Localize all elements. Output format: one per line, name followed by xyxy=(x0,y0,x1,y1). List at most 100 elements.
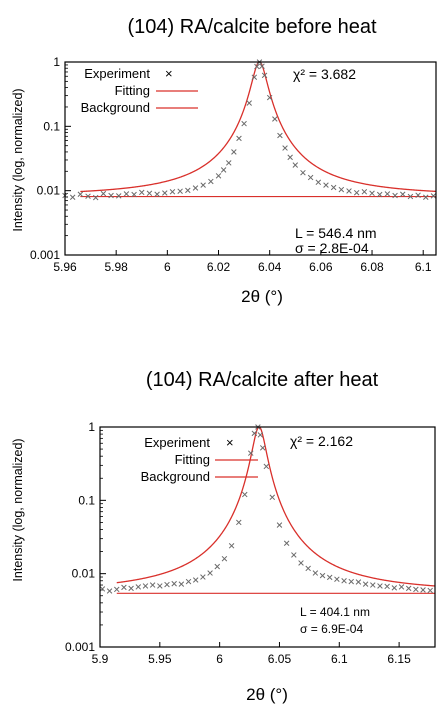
data-point-experiment xyxy=(241,120,247,127)
data-point-experiment xyxy=(291,552,297,558)
data-point-experiment xyxy=(200,182,206,188)
data-point-experiment xyxy=(236,519,242,526)
data-point-experiment xyxy=(92,194,99,201)
data-point-experiment xyxy=(149,582,156,588)
x-axis-label: 2θ (°) xyxy=(246,685,288,704)
series-fitting-line xyxy=(80,61,437,193)
data-point-experiment xyxy=(355,579,362,585)
chart-panel-before-heat: (104) RA/calcite before heat Intensity (… xyxy=(11,16,437,306)
legend-label-experiment: Experiment xyxy=(84,66,150,81)
data-point-experiment xyxy=(334,576,340,582)
data-point-experiment xyxy=(346,188,352,194)
x-tick-label: 6.04 xyxy=(258,260,282,274)
sigma-annotation: σ = 2.8E-04 xyxy=(295,240,369,256)
data-point-experiment xyxy=(131,191,137,198)
data-point-experiment xyxy=(269,494,276,501)
y-axis-label: Intensity (log, normalized) xyxy=(11,88,25,231)
data-point-experiment xyxy=(214,563,221,570)
x-tick-label: 5.95 xyxy=(148,652,172,666)
data-point-experiment xyxy=(100,190,107,197)
x-tick-label: 6.02 xyxy=(207,260,231,274)
legend-label-background: Background xyxy=(141,469,210,484)
y-axis-label: Intensity (log, normalized) xyxy=(11,438,25,581)
plot-frame xyxy=(99,426,436,648)
x-tick-label: 6.06 xyxy=(309,260,333,274)
data-point-experiment xyxy=(259,445,266,451)
x-tick-label: 6.15 xyxy=(387,652,411,666)
data-point-experiment xyxy=(423,194,429,201)
y-tick-label: 0.01 xyxy=(72,567,96,581)
data-point-experiment xyxy=(361,189,368,195)
data-point-experiment xyxy=(106,588,113,594)
data-point-experiment xyxy=(251,430,258,437)
data-point-experiment xyxy=(415,192,421,198)
data-point-experiment xyxy=(405,585,412,592)
crystallite-size-annotation: L = 404.1 nm xyxy=(300,605,370,619)
data-point-experiment xyxy=(283,540,290,546)
data-point-experiment xyxy=(228,543,235,549)
data-point-experiment xyxy=(257,432,264,438)
data-point-experiment xyxy=(413,586,419,593)
data-point-experiment xyxy=(276,522,283,528)
series-fitting-line xyxy=(116,426,436,587)
legend-marker-experiment: × xyxy=(165,66,173,81)
x-tick-label: 6.05 xyxy=(268,652,292,666)
data-point-experiment xyxy=(307,174,314,181)
data-point-experiment xyxy=(300,169,306,176)
x-tick-label: 5.9 xyxy=(92,652,109,666)
data-point-experiment xyxy=(282,145,288,151)
data-point-experiment xyxy=(261,72,268,79)
data-point-experiment xyxy=(236,135,242,142)
crystallite-size-annotation: L = 546.4 nm xyxy=(295,225,377,241)
data-point-experiment xyxy=(247,450,254,456)
data-point-experiment xyxy=(370,582,376,588)
legend-label-experiment: Experiment xyxy=(144,435,210,450)
data-point-experiment xyxy=(142,583,149,589)
data-point-experiment xyxy=(376,191,383,198)
data-point-experiment xyxy=(139,189,145,196)
chi-squared-annotation: χ² = 2.162 xyxy=(290,433,353,449)
data-point-experiment xyxy=(420,587,426,593)
data-point-experiment xyxy=(164,581,170,588)
x-tick-label: 6 xyxy=(164,260,171,274)
data-point-experiment xyxy=(77,191,84,197)
data-point-experiment xyxy=(259,63,265,69)
data-point-experiment xyxy=(330,184,337,191)
y-tick-label: 1 xyxy=(53,55,60,69)
legend-label-fitting: Fitting xyxy=(115,83,150,98)
y-tick-label: 0.01 xyxy=(37,184,61,198)
data-point-experiment xyxy=(287,154,293,161)
data-point-experiment xyxy=(200,574,206,580)
data-point-experiment xyxy=(399,191,406,197)
data-point-experiment xyxy=(384,583,390,590)
data-point-experiment xyxy=(157,583,163,589)
data-point-experiment xyxy=(220,167,227,173)
data-point-experiment xyxy=(305,565,311,572)
data-point-experiment xyxy=(362,581,369,587)
data-point-experiment xyxy=(69,194,76,201)
plot-frame xyxy=(64,61,437,256)
data-point-experiment xyxy=(135,584,142,590)
data-point-experiment xyxy=(154,191,160,197)
legend-label-background: Background xyxy=(81,100,150,115)
data-point-experiment xyxy=(427,587,433,594)
data-point-experiment xyxy=(215,173,222,179)
chart-title: (104) RA/calcite after heat xyxy=(146,369,379,391)
data-point-experiment xyxy=(185,187,191,194)
y-tick-label: 0.001 xyxy=(30,248,60,262)
legend: Experiment Fitting Background × xyxy=(141,435,258,484)
data-point-experiment xyxy=(251,74,258,80)
y-tick-label: 1 xyxy=(88,420,95,434)
data-point-experiment xyxy=(171,580,177,587)
data-point-experiment xyxy=(162,190,168,196)
data-point-experiment xyxy=(254,63,260,70)
x-tick-label: 6 xyxy=(216,652,223,666)
x-tick-label: 6.08 xyxy=(360,260,384,274)
data-point-experiment xyxy=(169,189,176,195)
data-point-experiment xyxy=(128,585,134,592)
data-point-experiment xyxy=(115,193,122,199)
data-point-experiment xyxy=(315,179,322,186)
data-point-experiment xyxy=(377,583,383,589)
data-point-experiment xyxy=(185,578,192,585)
